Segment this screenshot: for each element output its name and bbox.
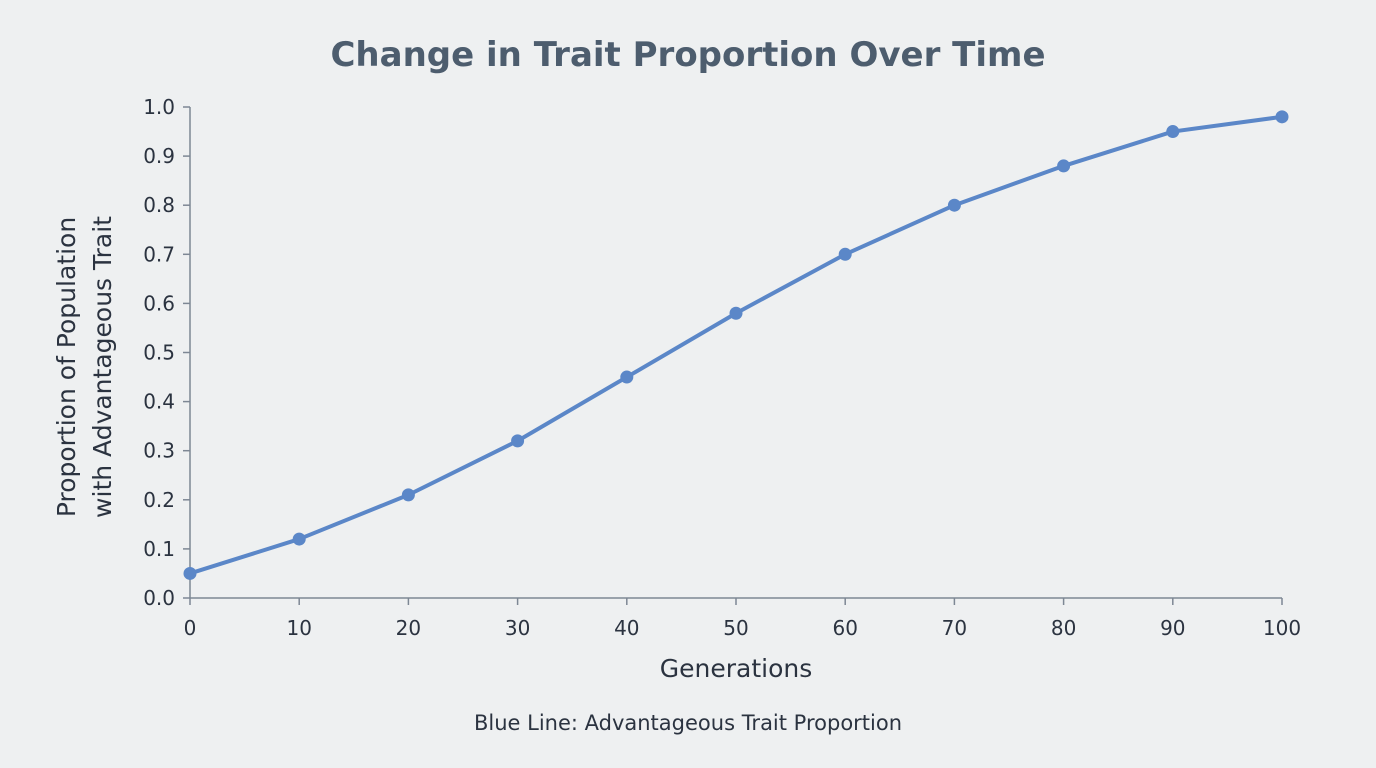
x-tick-label: 100 [1263, 616, 1301, 640]
data-point [183, 566, 197, 580]
y-tick-label: 0.5 [143, 341, 175, 365]
x-tick-label: 60 [832, 616, 857, 640]
data-point [292, 532, 306, 546]
axes [189, 107, 1282, 599]
y-ticks: 0.0 0.1 0.2 0.3 0.4 0.5 0.6 0.7 0.8 0.9 1.0 [143, 95, 190, 610]
x-tick-label: 20 [396, 616, 421, 640]
y-tick-label: 0.6 [143, 291, 175, 315]
x-axis-label: Generations [660, 654, 813, 683]
y-tick-label: 1.0 [143, 95, 175, 119]
data-point [620, 370, 634, 384]
y-axis-label-line-2: with Advantageous Trait [88, 216, 117, 518]
x-tick-label: 0 [184, 616, 197, 640]
x-tick-label: 90 [1160, 616, 1185, 640]
data-point [1166, 125, 1180, 139]
x-tick-label: 40 [614, 616, 639, 640]
data-point [401, 488, 415, 502]
y-tick-label: 0.7 [143, 242, 175, 266]
x-tick-label: 30 [505, 616, 530, 640]
y-axis-label-line-1: Proportion of Population [52, 217, 81, 517]
data-point [838, 247, 852, 261]
y-tick-label: 0.1 [143, 537, 175, 561]
x-tick-label: 50 [723, 616, 748, 640]
y-tick-label: 0.9 [143, 144, 175, 168]
y-tick-label: 0.8 [143, 193, 175, 217]
series [183, 110, 1289, 580]
chart-caption: Blue Line: Advantageous Trait Proportion [474, 711, 902, 735]
y-axis-label: Proportion of Population with Advantageo… [52, 216, 117, 518]
x-tick-label: 10 [286, 616, 311, 640]
x-ticks: 0 10 20 30 40 50 60 70 80 90 100 [184, 598, 1301, 640]
data-point [1275, 110, 1289, 124]
y-tick-label: 0.2 [143, 488, 175, 512]
x-tick-label: 80 [1051, 616, 1076, 640]
x-tick-label: 70 [942, 616, 967, 640]
data-point [947, 198, 961, 212]
y-tick-label: 0.0 [143, 586, 175, 610]
data-point [729, 306, 743, 320]
data-point [1057, 159, 1071, 173]
data-point [511, 434, 525, 448]
chart-title: Change in Trait Proportion Over Time [330, 35, 1045, 75]
y-tick-label: 0.4 [143, 390, 175, 414]
y-tick-label: 0.3 [143, 439, 175, 463]
series-line [189, 114, 1283, 576]
